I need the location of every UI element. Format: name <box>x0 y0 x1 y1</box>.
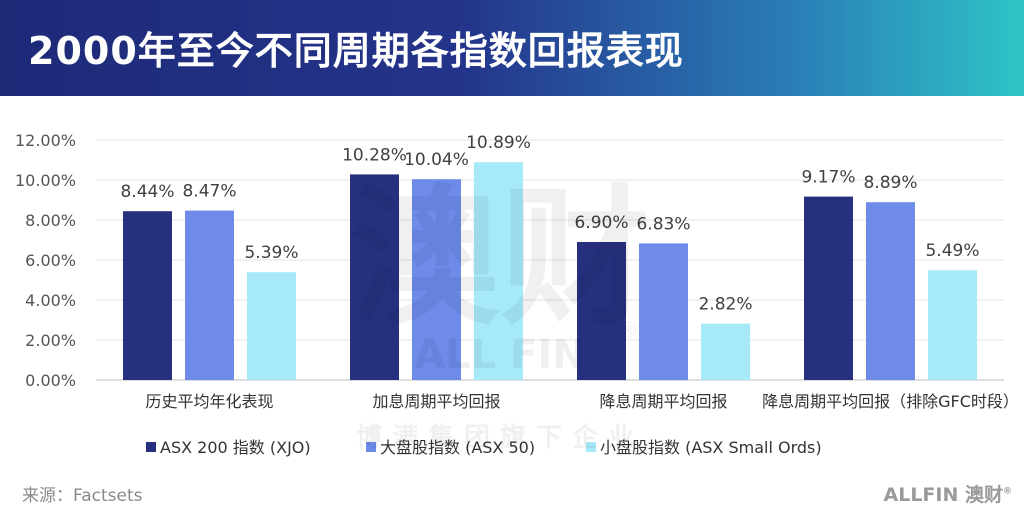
legend-swatch <box>586 442 596 452</box>
bars <box>123 162 977 380</box>
y-tick-label: 10.00% <box>15 171 76 190</box>
y-axis-ticks: 0.00% 2.00% 4.00% 6.00% 8.00% 10.00% 12.00% <box>15 131 76 390</box>
brand-logo-mark: ® <box>1003 486 1012 497</box>
y-tick-label: 4.00% <box>25 291 76 310</box>
legend-label: 小盘股指数 (ASX Small Ords) <box>600 438 822 457</box>
data-label: 10.04% <box>404 150 469 170</box>
data-label: 2.82% <box>698 295 752 315</box>
x-category-label: 加息周期平均回报 <box>372 392 500 411</box>
brand-logo: ALLFIN 澳财® <box>884 480 1012 507</box>
x-category-label: 历史平均年化表现 <box>145 392 273 411</box>
data-label: 8.89% <box>863 173 917 193</box>
y-tick-label: 0.00% <box>25 371 76 390</box>
bar <box>866 202 915 380</box>
data-label: 8.47% <box>182 182 236 202</box>
bar <box>350 174 399 380</box>
bar <box>247 272 296 380</box>
x-axis-categories: 历史平均年化表现 加息周期平均回报 降息周期平均回报 降息周期平均回报（排除GFC时段… <box>145 392 1018 411</box>
bar <box>701 323 750 380</box>
x-category-label: 降息周期平均回报（排除GFC时段） <box>762 392 1019 411</box>
x-category-label: 降息周期平均回报 <box>599 392 727 411</box>
data-label: 8.44% <box>120 182 174 202</box>
data-label: 9.17% <box>801 168 855 188</box>
y-tick-label: 6.00% <box>25 251 76 270</box>
legend-label: 大盘股指数 (ASX 50) <box>380 438 535 457</box>
bar <box>185 210 234 380</box>
data-labels: 8.44% 8.47% 5.39% 10.28%10.04%10.89% 6.90% 6.… <box>120 133 979 314</box>
data-label: 10.89% <box>466 133 531 153</box>
data-label: 6.90% <box>574 213 628 233</box>
bar <box>577 242 626 380</box>
data-label: 5.39% <box>244 243 298 263</box>
data-label: 5.49% <box>925 241 979 261</box>
source-note: 来源：Factsets <box>22 486 143 506</box>
bar <box>412 179 461 380</box>
legend-swatch <box>146 442 156 452</box>
bar <box>474 162 523 380</box>
bar-chart: 0.00% 2.00% 4.00% 6.00% 8.00% 10.00% 12.00% 8.… <box>15 131 1019 457</box>
bar <box>804 196 853 380</box>
y-tick-label: 8.00% <box>25 211 76 230</box>
y-tick-label: 12.00% <box>15 131 76 150</box>
bar <box>123 211 172 380</box>
bar <box>928 270 977 380</box>
brand-logo-text: ALLFIN 澳财 <box>883 484 1003 506</box>
page-title: 2000年至今不同周期各指数回报表现 <box>28 29 684 73</box>
data-label: 10.28% <box>342 145 407 165</box>
bar <box>639 243 688 380</box>
legend: ASX 200 指数 (XJO) 大盘股指数 (ASX 50) 小盘股指数 (ASX… <box>146 438 822 457</box>
data-label: 6.83% <box>636 214 690 234</box>
title-banner: 2000年至今不同周期各指数回报表现 <box>0 0 1024 96</box>
legend-label: ASX 200 指数 (XJO) <box>160 438 311 457</box>
y-tick-label: 2.00% <box>25 331 76 350</box>
legend-swatch <box>366 442 376 452</box>
